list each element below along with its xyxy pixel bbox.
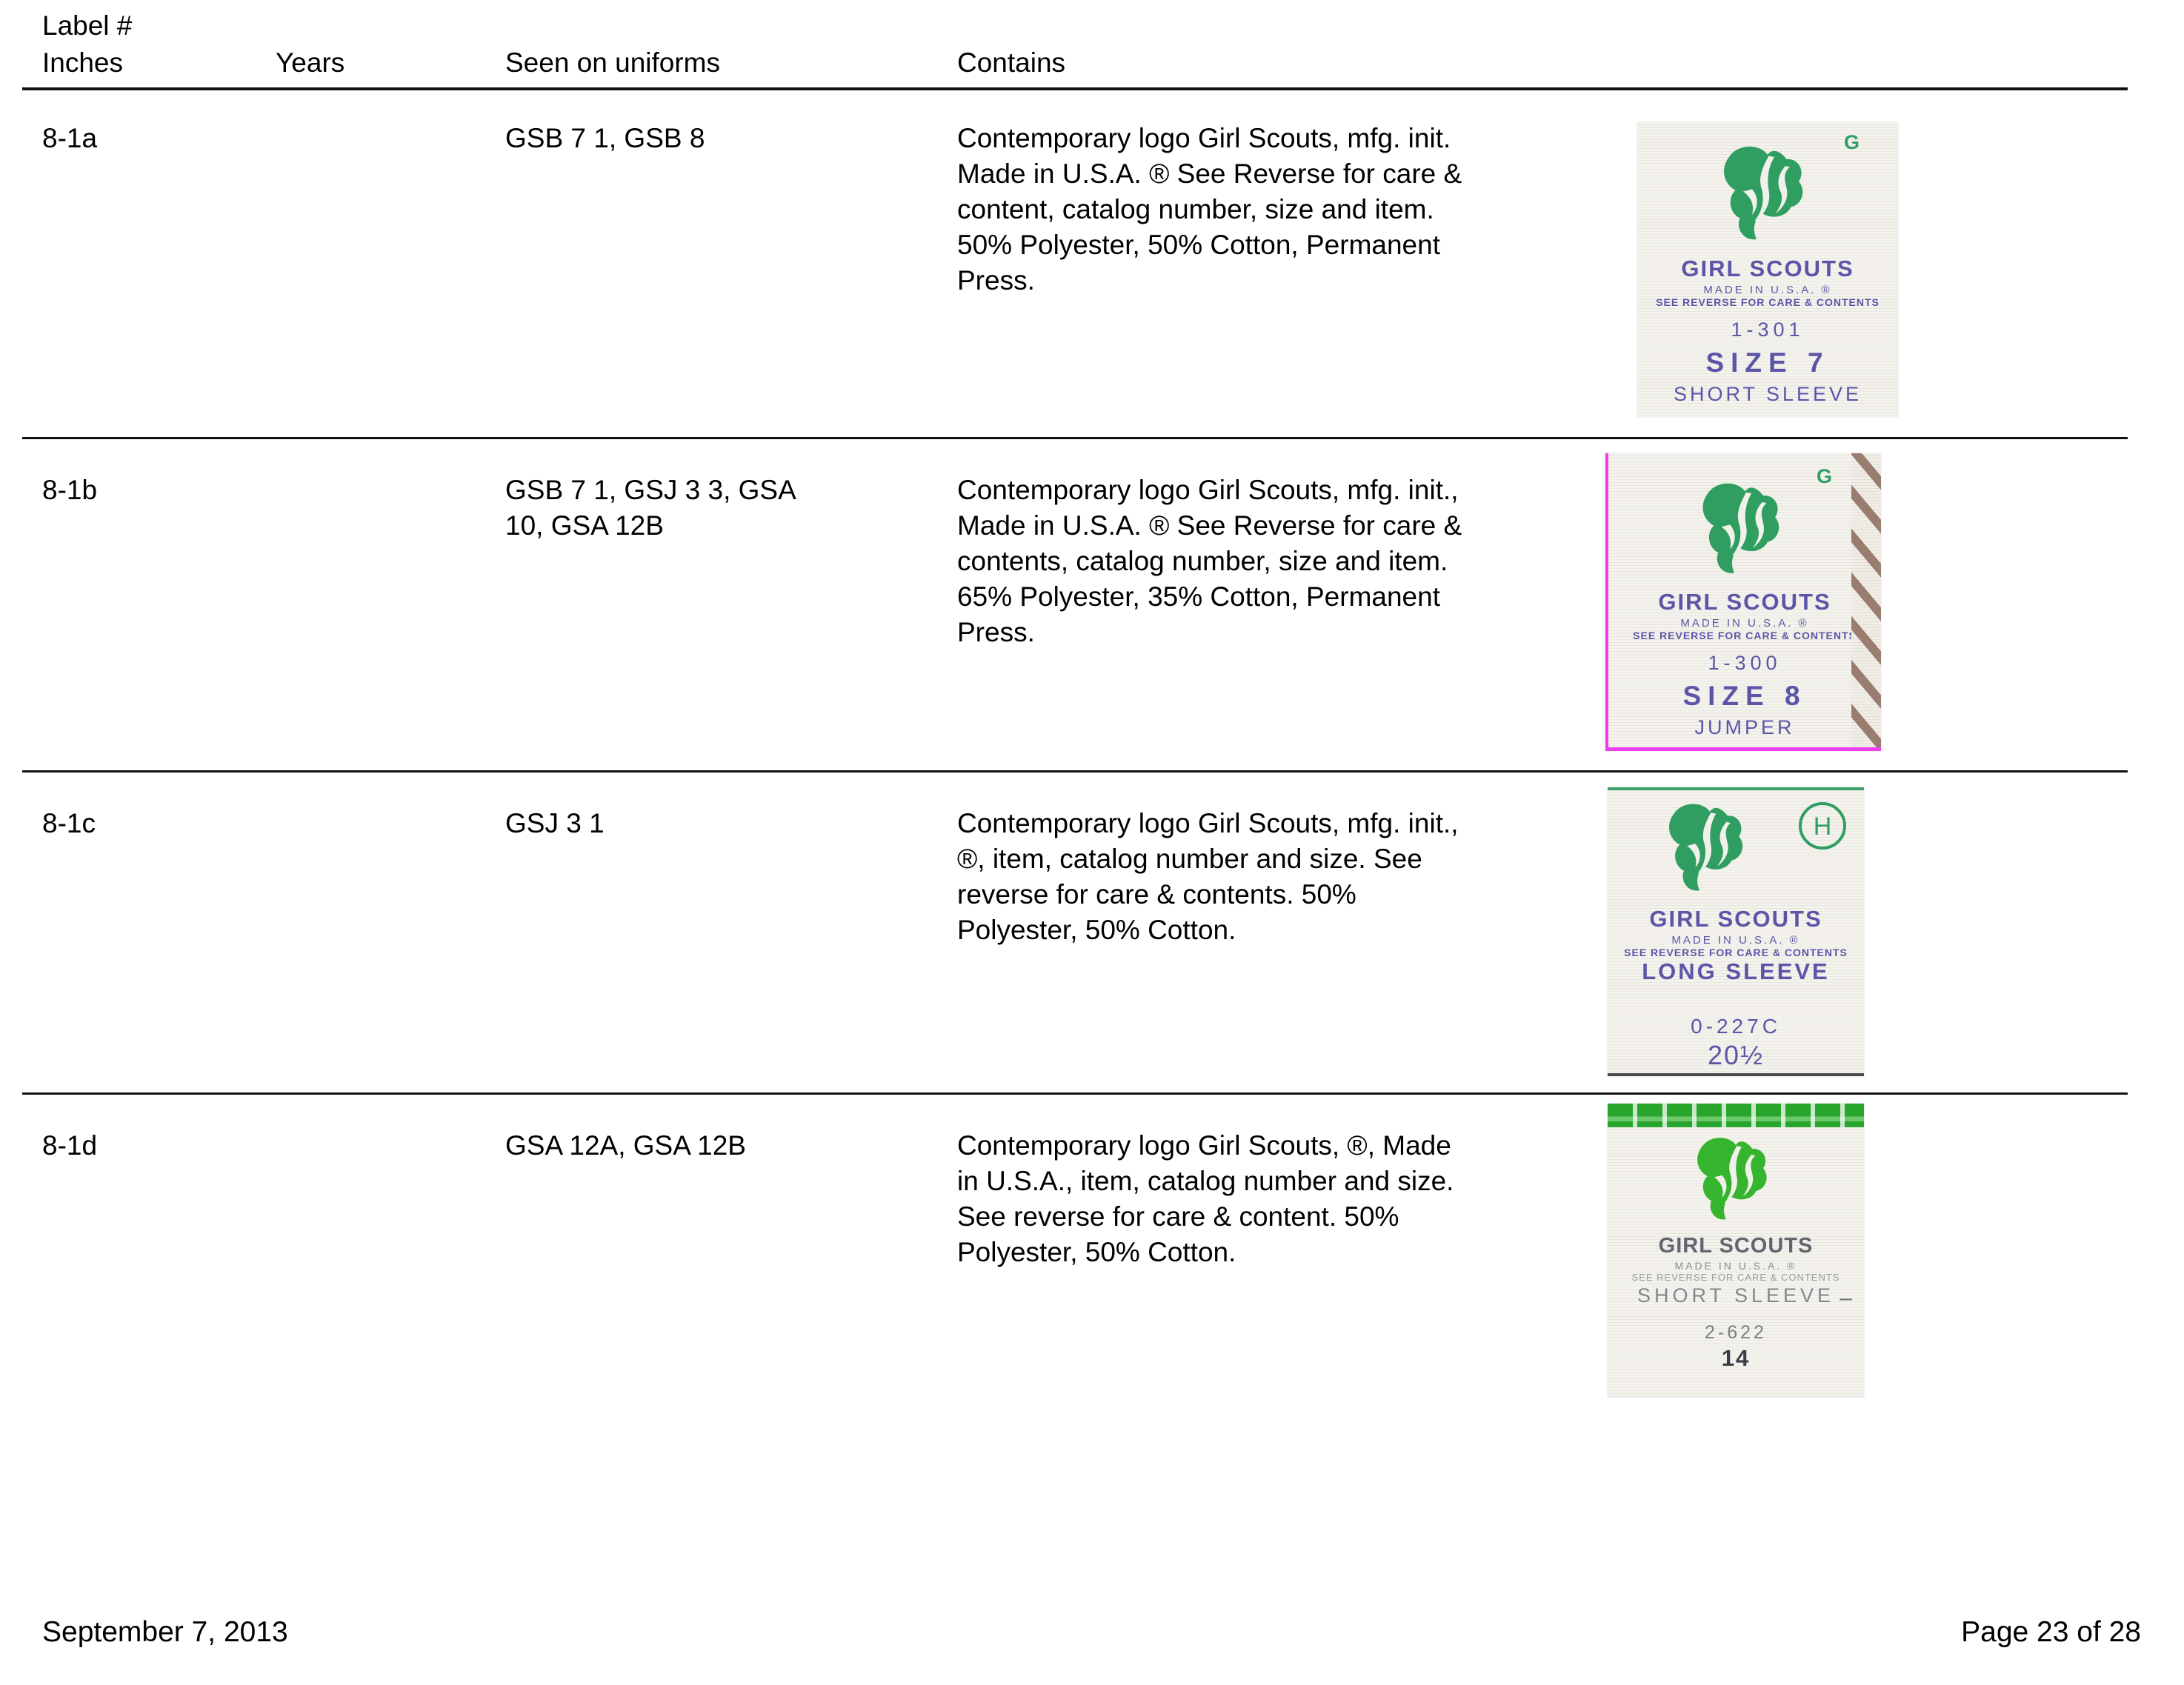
girl-scouts-trefoil-icon	[1724, 146, 1803, 240]
row-label-number: 8-1a	[42, 123, 98, 153]
girl-scouts-trefoil-icon	[1702, 483, 1779, 573]
green-woven-stripe	[1608, 1104, 1864, 1127]
tag-brand-text: GIRL SCOUTS	[1681, 256, 1854, 281]
row-divider	[22, 770, 2128, 773]
tag-size-text: SIZE 8	[1682, 681, 1807, 711]
label-photo-8-1b: G GIRL SCOUTS MADE IN U.S.A. ® SEE REVER…	[1605, 453, 1881, 751]
row-label-number: 8-1b	[42, 475, 98, 505]
row-contains: Contemporary logo Girl Scouts, mfg. init…	[957, 123, 1462, 296]
tag-catalog-number: 0-227C	[1691, 1015, 1781, 1038]
tag-catalog-number: 1-300	[1708, 652, 1782, 674]
tag-item-text: LONG SLEEVE	[1642, 958, 1830, 984]
tag-item-text: JUMPER	[1694, 716, 1795, 738]
tag-size-text: 20½	[1707, 1040, 1765, 1070]
row-label-number: 8-1c	[42, 808, 96, 838]
row-contains: Contemporary logo Girl Scouts, mfg. init…	[957, 475, 1462, 647]
row-uniforms: GSB 7 1, GSB 8	[505, 123, 705, 153]
tag-corner-letter: G	[1843, 131, 1860, 153]
tag-made-in-text: MADE IN U.S.A. ®	[1680, 617, 1809, 630]
fabric-stitching	[1851, 453, 1881, 747]
tag-circled-letter: H	[1799, 802, 1846, 850]
row-divider	[22, 1092, 2128, 1095]
row-label-number: 8-1d	[42, 1130, 98, 1161]
column-header-seen-on-uniforms: Seen on uniforms	[505, 47, 721, 78]
tag-item-text: SHORT SLEEVE	[1637, 1284, 1835, 1307]
column-header-label-number: Label #	[42, 10, 133, 41]
tag-size-text: 14	[1721, 1345, 1751, 1371]
footer-date: September 7, 2013	[42, 1616, 288, 1648]
tag-made-in-text: MADE IN U.S.A. ®	[1703, 284, 1832, 296]
column-header-inches: Inches	[42, 47, 124, 78]
footer-page-number: Page 23 of 28	[1961, 1616, 2141, 1648]
tag-see-reverse-text: SEE REVERSE FOR CARE & CONTENTS	[1631, 1272, 1840, 1283]
label-photo-8-1a: G GIRL SCOUTS MADE IN U.S.A. ® SEE REVER…	[1637, 122, 1898, 417]
tag-brand-text: GIRL SCOUTS	[1658, 589, 1831, 615]
column-header-years: Years	[276, 47, 345, 78]
tag-catalog-number: 1-301	[1731, 318, 1805, 341]
tag-catalog-number: 2-622	[1705, 1322, 1767, 1343]
row-divider	[22, 437, 2128, 439]
tag-made-in-text: MADE IN U.S.A. ®	[1674, 1260, 1797, 1272]
tag-corner-letter: G	[1816, 465, 1832, 487]
tag-size-text: SIZE 7	[1705, 347, 1830, 378]
row-contains: Contemporary logo Girl Scouts, ®, Made i…	[957, 1130, 1454, 1267]
tag-see-reverse-text: SEE REVERSE FOR CARE & CONTENTS	[1624, 947, 1848, 958]
row-uniforms: GSJ 3 1	[505, 808, 605, 838]
tag-brand-text: GIRL SCOUTS	[1649, 906, 1822, 932]
header-rule	[22, 87, 2128, 90]
row-uniforms: GSB 7 1, GSJ 3 3, GSA 10, GSA 12B	[505, 475, 795, 541]
girl-scouts-trefoil-icon	[1697, 1138, 1767, 1220]
tag-item-text: SHORT SLEEVE	[1673, 383, 1862, 405]
tag-brand-text: GIRL SCOUTS	[1658, 1234, 1814, 1258]
row-contains: Contemporary logo Girl Scouts, mfg. init…	[957, 808, 1459, 945]
girl-scouts-trefoil-icon	[1668, 804, 1743, 891]
label-photo-8-1c: H GIRL SCOUTS MADE IN U.S.A. ® SEE REVER…	[1608, 787, 1864, 1076]
tag-made-in-text: MADE IN U.S.A. ®	[1671, 934, 1800, 947]
row-uniforms: GSA 12A, GSA 12B	[505, 1130, 746, 1161]
label-photo-8-1d: GIRL SCOUTS MADE IN U.S.A. ® SEE REVERSE…	[1608, 1104, 1864, 1397]
tag-see-reverse-text: SEE REVERSE FOR CARE & CONTENTS	[1633, 630, 1857, 641]
tag-see-reverse-text: SEE REVERSE FOR CARE & CONTENTS	[1656, 296, 1880, 308]
tag-dash-mark: –	[1840, 1286, 1852, 1310]
column-header-contains: Contains	[957, 47, 1066, 78]
